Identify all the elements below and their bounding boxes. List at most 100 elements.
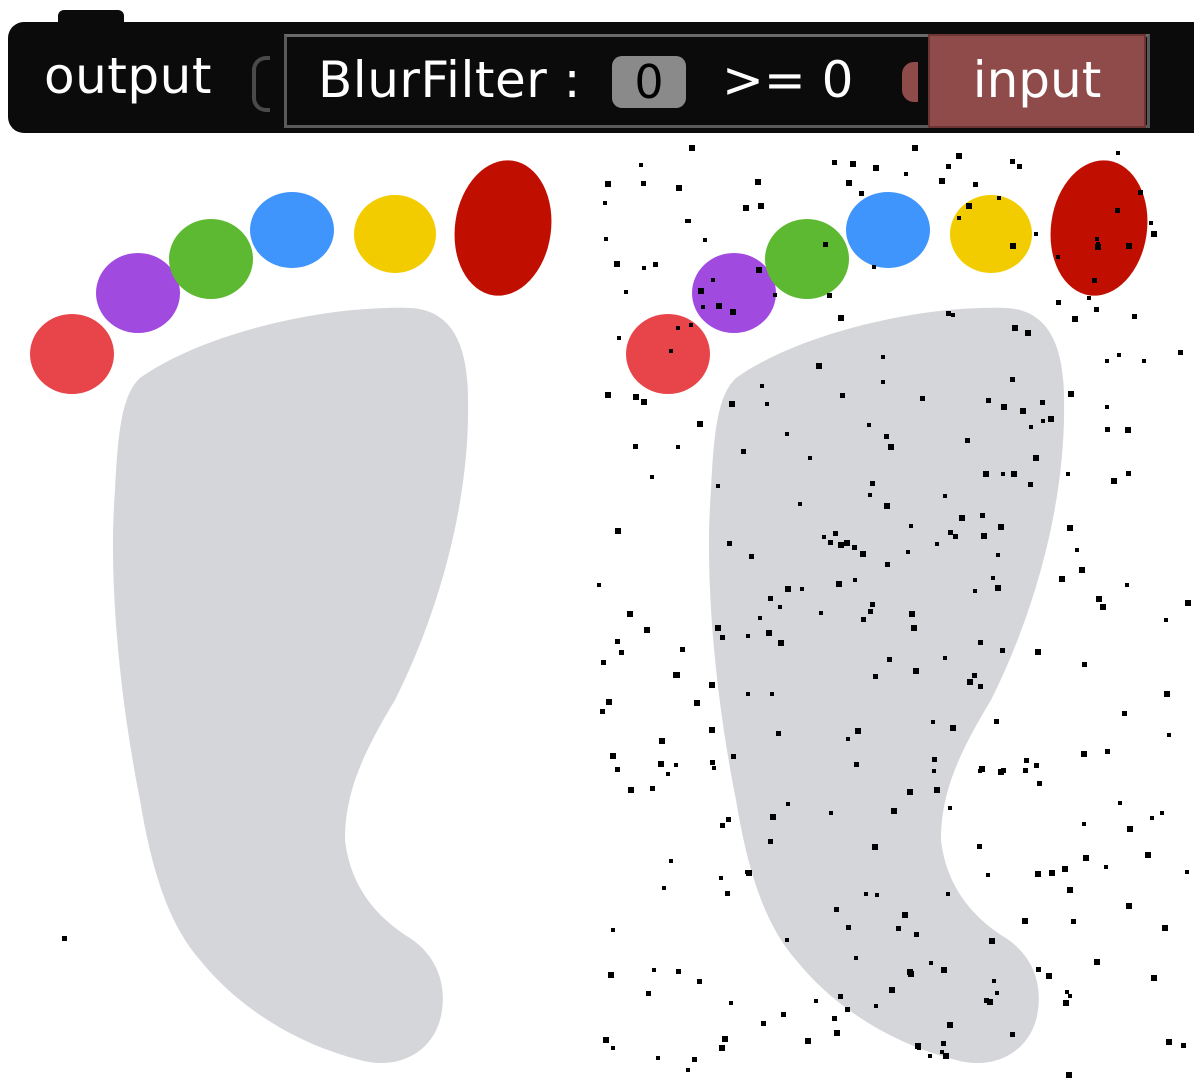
noise-speck xyxy=(991,576,995,580)
comparison-label: >= 0 xyxy=(722,51,854,109)
blur-filter-label: BlurFilter : xyxy=(318,51,582,109)
noise-speck xyxy=(1185,870,1189,874)
input-block[interactable]: input xyxy=(928,34,1146,128)
noise-speck xyxy=(1072,316,1078,322)
noise-speck xyxy=(1160,811,1164,815)
noise-speck xyxy=(1132,314,1137,319)
noise-speck xyxy=(1151,975,1157,981)
noise-speck xyxy=(838,315,844,321)
noise-speck xyxy=(1062,866,1068,872)
noise-speck xyxy=(1181,1043,1186,1048)
original-footprint-canvas xyxy=(30,160,552,1064)
noise-speck xyxy=(641,181,646,186)
noise-speck xyxy=(959,515,965,521)
noise-speck xyxy=(953,534,958,539)
noise-speck xyxy=(1145,852,1151,858)
noise-speck xyxy=(1036,967,1041,972)
noise-speck xyxy=(902,912,908,918)
noise-speck xyxy=(909,524,913,528)
noise-speck xyxy=(943,1053,949,1059)
noise-speck xyxy=(881,380,885,384)
blur-value-field[interactable]: 0 xyxy=(612,56,686,108)
noise-speck xyxy=(867,423,871,427)
noise-speck xyxy=(1034,763,1039,768)
noise-speck xyxy=(1122,711,1127,716)
noise-speck xyxy=(844,540,850,546)
noise-speck xyxy=(650,786,655,791)
noise-speck xyxy=(614,261,620,267)
toe-red xyxy=(626,314,710,394)
noise-speck xyxy=(600,709,605,714)
noise-speck xyxy=(773,293,777,297)
noise-speck xyxy=(1083,855,1089,861)
noise-speck xyxy=(864,892,868,896)
noise-speck xyxy=(669,859,673,863)
noise-speck xyxy=(697,979,702,984)
noise-speck xyxy=(872,265,876,269)
noise-speck xyxy=(1000,648,1005,653)
noise-speck xyxy=(1075,548,1079,552)
noise-speck xyxy=(946,311,951,316)
noise-speck xyxy=(884,434,889,439)
toe-green xyxy=(169,219,253,299)
noise-speck xyxy=(978,640,983,645)
noise-speck xyxy=(994,719,999,724)
noise-speck xyxy=(943,494,947,498)
noise-speck xyxy=(760,384,764,388)
noise-speck xyxy=(1067,887,1073,893)
noise-speck xyxy=(931,720,935,724)
noise-speck xyxy=(1096,242,1100,246)
noise-speck xyxy=(603,1037,609,1043)
noise-speck xyxy=(749,554,754,559)
noise-speck xyxy=(1035,871,1041,877)
noise-speck xyxy=(697,421,703,427)
noise-speck xyxy=(1028,482,1033,487)
noise-speck xyxy=(719,876,723,880)
noise-speck xyxy=(628,787,634,793)
noise-speck xyxy=(798,502,802,506)
noise-speck xyxy=(1115,208,1120,213)
noise-speck xyxy=(743,205,749,211)
noise-speck xyxy=(852,545,857,550)
noise-speck xyxy=(920,396,925,401)
noise-speck xyxy=(984,998,989,1003)
noise-speck xyxy=(669,349,673,353)
toe-dark-red xyxy=(1050,160,1148,296)
noise-speck xyxy=(619,650,624,655)
noise-speck xyxy=(995,585,1001,591)
noise-speck xyxy=(896,926,901,931)
toe-yellow xyxy=(354,195,436,273)
noise-speck xyxy=(1049,870,1055,876)
noise-speck xyxy=(722,1036,728,1042)
noise-speck xyxy=(1105,427,1110,432)
noise-speck xyxy=(605,392,611,398)
noise-speck xyxy=(836,581,842,587)
noise-speck xyxy=(633,394,639,400)
noise-speck xyxy=(1096,596,1102,602)
noise-speck xyxy=(1081,751,1087,757)
noise-speck xyxy=(730,309,736,315)
noise-speck xyxy=(659,738,665,744)
noise-specks xyxy=(597,145,1191,1078)
noise-speck xyxy=(650,475,654,479)
noise-speck xyxy=(703,238,707,242)
noise-speck xyxy=(948,806,952,810)
noise-speck xyxy=(680,647,685,652)
noise-speck xyxy=(610,753,616,759)
noise-speck xyxy=(720,635,725,640)
noise-speck xyxy=(658,761,664,767)
noise-speck xyxy=(1066,472,1070,476)
noise-speck xyxy=(1126,903,1132,909)
noise-speck xyxy=(1092,278,1097,283)
noise-speck xyxy=(725,891,730,896)
toe-blue xyxy=(250,192,334,268)
noise-speck xyxy=(874,1004,878,1008)
noise-speck xyxy=(906,550,910,554)
noise-speck xyxy=(1068,994,1072,998)
noise-speck xyxy=(776,731,781,736)
noise-speck xyxy=(980,513,985,518)
noise-speck xyxy=(973,589,977,593)
noise-speck xyxy=(715,625,721,631)
noise-speck xyxy=(946,164,951,169)
noise-speck xyxy=(1094,959,1100,965)
